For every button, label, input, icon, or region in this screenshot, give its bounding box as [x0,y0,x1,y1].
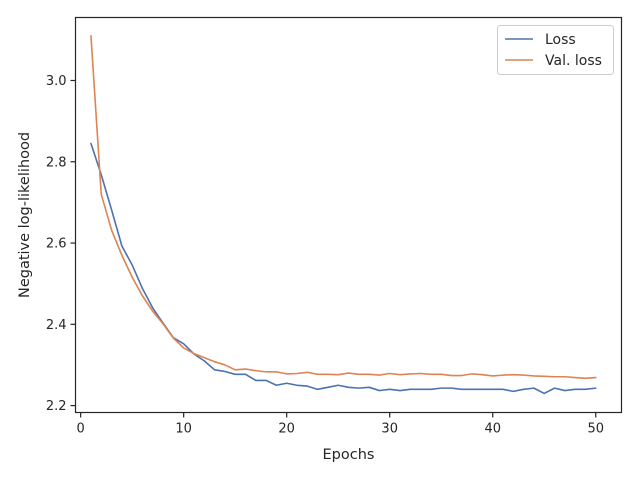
y-tick-label: 2.4 [46,318,67,333]
y-axis: 2.2 2.4 2.6 2.8 3.0 [46,74,76,414]
x-tick-label: 20 [278,422,295,437]
y-tick-label: 3.0 [46,74,67,89]
y-tick-label: 2.2 [46,399,67,414]
y-tick-label: 2.6 [46,237,67,252]
plot-area [90,34,597,395]
x-tick-label: 40 [484,422,501,437]
axes-frame [74,16,623,414]
x-tick-label: 30 [381,422,398,437]
x-tick-label: 0 [77,422,85,437]
series-line-val-loss [90,34,597,380]
y-tick-label: 2.8 [46,155,67,170]
legend-label-loss: Loss [545,32,576,48]
x-axis: 0 10 20 30 40 50 [77,412,604,437]
y-axis-label: Negative log-likelihood [17,132,33,298]
series-line-loss [90,142,597,395]
legend: Loss Val. loss [497,25,614,75]
legend-box [497,25,614,75]
legend-label-val-loss: Val. loss [545,53,602,69]
x-tick-label: 50 [587,422,604,437]
x-axis-label: Epochs [323,447,375,463]
x-tick-label: 10 [175,422,192,437]
